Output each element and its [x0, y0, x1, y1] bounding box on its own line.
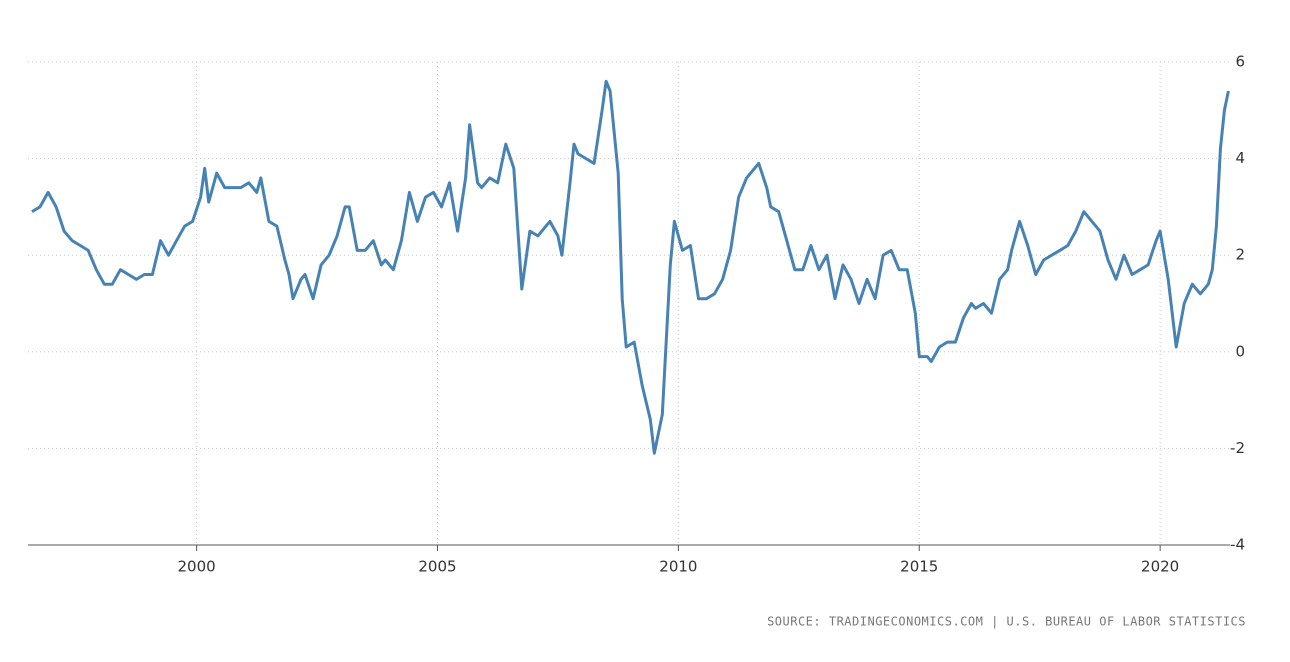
y-tick-label: 6 [1235, 53, 1245, 71]
x-tick-label: 2020 [1141, 558, 1179, 576]
y-tick-label: 2 [1235, 246, 1245, 264]
data-line [31, 79, 1230, 455]
y-tick-label: 4 [1235, 149, 1245, 167]
y-tick-label: -4 [1230, 536, 1245, 554]
x-tick-label: 2010 [659, 558, 697, 576]
source-note: SOURCE: TRADINGECONOMICS.COM | U.S. BURE… [767, 615, 1246, 629]
y-tick-label: -2 [1230, 439, 1245, 457]
x-tick-label: 2000 [178, 558, 216, 576]
x-tick-label: 2015 [900, 558, 938, 576]
x-tick-label: 2005 [418, 558, 456, 576]
y-tick-label: 0 [1235, 342, 1245, 360]
